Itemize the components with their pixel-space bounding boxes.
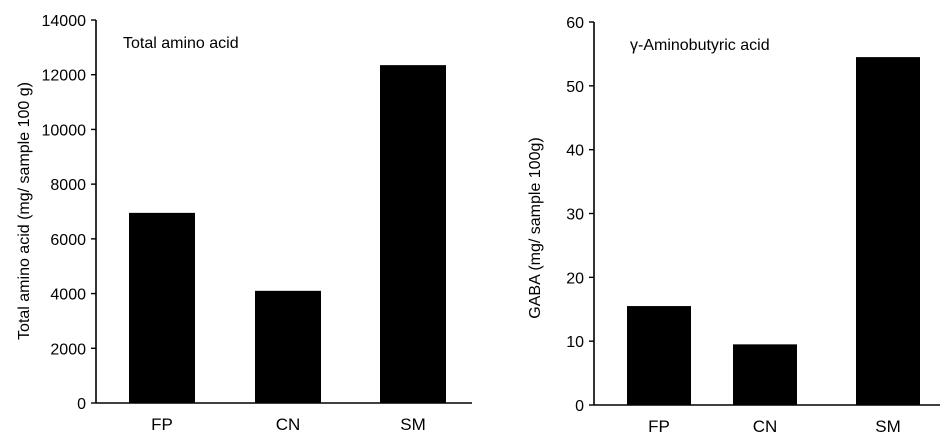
y-tick-label: 10000 [42,122,87,139]
y-tick-label: 12000 [42,68,87,85]
y-axis-label: Total amino acid (mg/ sample 100 g) [16,82,33,340]
bar-fp [129,212,195,403]
x-tick-label: CN [276,415,301,434]
chart-title: γ-Aminobutyric acid [630,37,770,54]
y-tick-label: 14000 [42,13,87,30]
x-tick-label: SM [875,417,901,436]
y-tick-label: 20 [566,270,584,287]
x-tick-label: FP [648,417,670,436]
chart-title: Total amino acid [123,35,239,52]
bar-fp [627,306,691,405]
y-tick-label: 60 [566,15,584,32]
x-tick-label: CN [753,417,778,436]
bar-cn [733,344,797,405]
y-tick-label: 40 [566,143,584,160]
total-amino-acid-chart: Total amino acid Total amino acid (mg/ s… [16,13,472,434]
y-tick-label: 10 [566,334,584,351]
y-tick-label: 8000 [50,177,86,194]
y-tick-label: 30 [566,207,584,224]
y-tick-label: 50 [566,79,584,96]
gaba-chart: γ-Aminobutyric acid GABA (mg/ sample 100… [527,15,940,436]
x-tick-label: FP [151,415,173,434]
bar-sm [380,65,446,403]
y-tick-label: 6000 [50,232,86,249]
bar-sm [856,57,920,405]
y-tick-label: 0 [77,396,86,413]
y-axis-label: GABA (mg/ sample 100g) [527,137,544,318]
y-tick-label: 0 [575,398,584,415]
bar-cn [255,290,321,403]
y-tick-label: 4000 [50,287,86,304]
y-tick-label: 2000 [50,341,86,358]
x-tick-label: SM [400,415,426,434]
